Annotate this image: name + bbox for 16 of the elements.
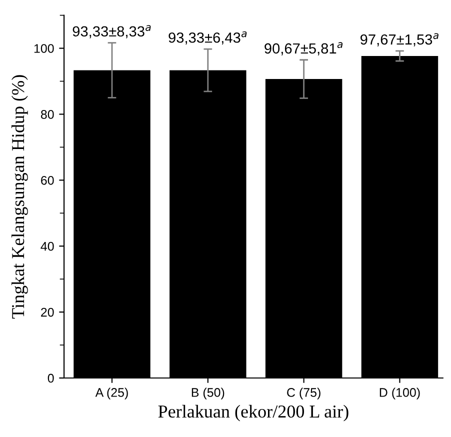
x-tick-label: A (25)	[95, 388, 128, 400]
y-tick-label: 100	[34, 44, 54, 53]
data-label: 93,33±8,33$^{a}$	[72, 25, 151, 38]
x-tick-label: D (100)	[380, 388, 420, 400]
y-tick-label: 60	[41, 176, 54, 185]
data-label: 93,33±6,43$^{a}$	[168, 31, 247, 45]
data-label: 90,67±5,81$^{a}$	[264, 42, 343, 56]
y-tick-label: 0	[48, 374, 54, 383]
y-tick-label: 20	[41, 308, 54, 317]
y-tick-label: 40	[40, 242, 54, 251]
data-label: 97,67±1,53$^{a}$	[360, 33, 438, 46]
y-tick-label: 80	[40, 110, 54, 119]
y-axis-title: Tingkat Kelangsungan Hidup (%)	[11, 75, 28, 319]
x-tick-label: B (50)	[192, 388, 224, 400]
x-tick-label: C (75)	[287, 388, 320, 400]
x-axis-title: Perlakuan (ekor/200 L air)	[158, 404, 348, 422]
